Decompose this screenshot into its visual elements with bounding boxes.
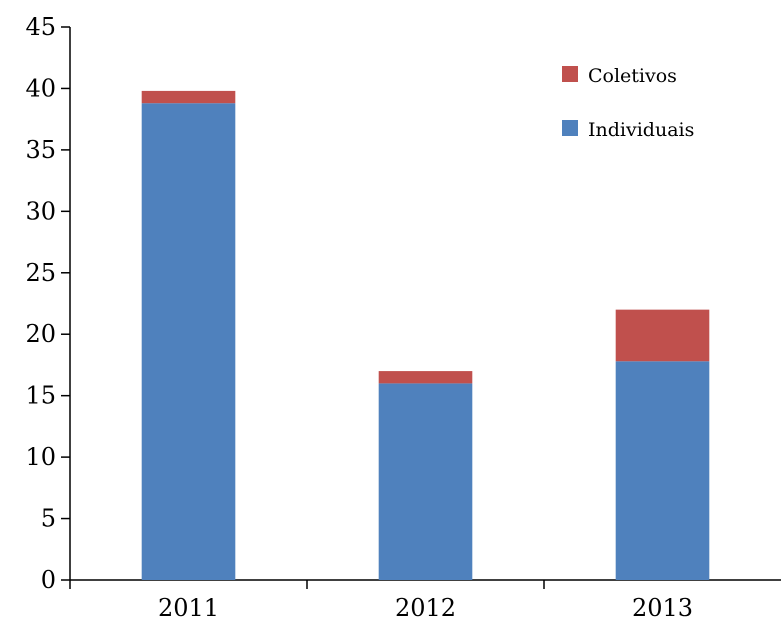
legend: Coletivos Individuais (562, 65, 694, 141)
y-tick-label: 10 (25, 443, 56, 471)
y-tick-label: 40 (25, 74, 56, 102)
y-tick-label: 20 (25, 320, 56, 348)
legend-swatch-individuais (562, 120, 578, 136)
y-tick-label: 0 (41, 566, 56, 594)
x-tick-label: 2012 (395, 594, 456, 621)
bar-coletivos-2013 (615, 309, 710, 362)
bar-coletivos-2012 (378, 371, 473, 384)
y-tick-label: 25 (25, 259, 56, 287)
bars (141, 90, 710, 581)
y-tick-label: 30 (25, 197, 56, 225)
legend-swatch-coletivos (562, 66, 578, 82)
bar-coletivos-2011 (141, 90, 236, 104)
y-tick-label: 15 (25, 382, 56, 410)
legend-label-individuais: Individuais (588, 119, 694, 141)
y-tick-label: 45 (25, 13, 56, 41)
x-tick-label: 2011 (158, 594, 219, 621)
x-axis-ticks: 2011 2012 2013 (69, 580, 693, 621)
y-tick-label: 35 (25, 136, 56, 164)
bar-individuais-2011 (141, 103, 236, 581)
bar-individuais-2012 (378, 383, 473, 580)
y-tick-label: 5 (41, 505, 56, 533)
x-tick-label: 2013 (632, 594, 693, 621)
y-axis-ticks: 0 5 10 15 20 25 30 35 40 45 (25, 13, 70, 594)
bar-individuais-2013 (615, 361, 710, 580)
legend-label-coletivos: Coletivos (588, 65, 677, 87)
